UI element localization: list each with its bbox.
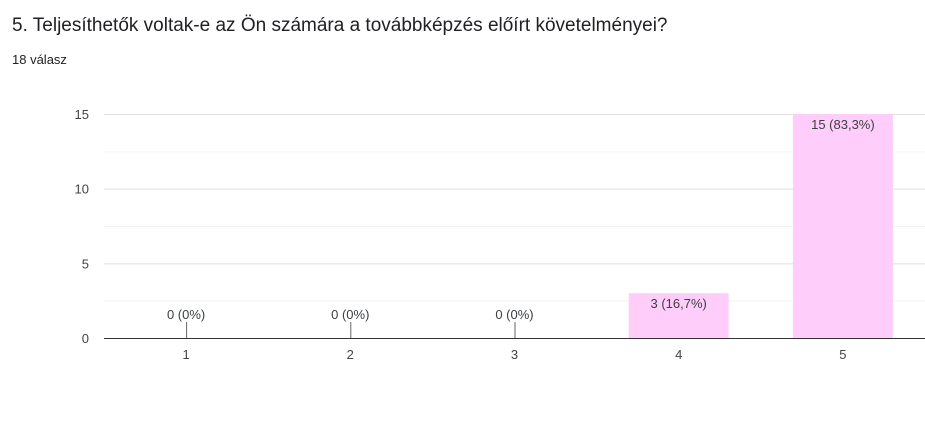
- response-count: 18 válasz: [12, 52, 67, 67]
- data-label-5: 15 (83,3%): [811, 117, 875, 132]
- bar-4: [628, 293, 729, 338]
- data-label-2: 0 (0%): [331, 307, 369, 322]
- bars: [186, 114, 893, 338]
- bar-5: [792, 114, 893, 338]
- x-tick-label-1: 1: [182, 347, 189, 362]
- data-label-1: 0 (0%): [167, 307, 205, 322]
- data-labels: 0 (0%) 0 (0%) 0 (0%) 3 (16,7%) 15 (83,3%): [167, 117, 875, 322]
- gridlines: [104, 114, 925, 302]
- x-tick-label-4: 4: [675, 347, 682, 362]
- question-title: 5. Teljesíthetők voltak-e az Ön számára …: [12, 15, 668, 36]
- data-label-3: 0 (0%): [495, 307, 533, 322]
- x-tick-label-3: 3: [511, 347, 518, 362]
- y-tick-label: 5: [82, 256, 89, 271]
- axes: 0 5 10 15 1 2 3 4 5: [75, 107, 925, 362]
- data-label-4: 3 (16,7%): [651, 296, 707, 311]
- x-tick-label-5: 5: [839, 347, 846, 362]
- y-tick-label: 15: [75, 107, 89, 122]
- y-tick-label: 0: [82, 331, 89, 346]
- x-tick-label-2: 2: [347, 347, 354, 362]
- y-tick-label: 10: [75, 182, 89, 197]
